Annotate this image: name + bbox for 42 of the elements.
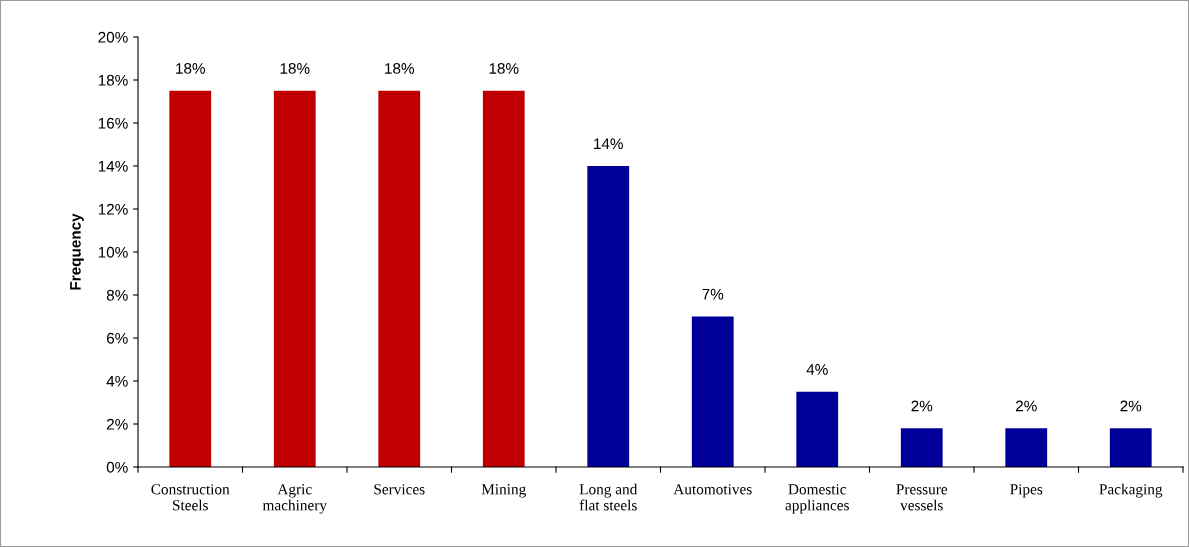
y-tick-label: 20% [98, 31, 128, 43]
y-tick-label: 14% [98, 160, 128, 172]
data-label: 7% [702, 288, 724, 300]
bar [482, 90, 525, 467]
x-tick-label: Long and flat steels [579, 483, 638, 511]
bar [378, 90, 421, 467]
data-label: 4% [806, 364, 828, 375]
bar [169, 90, 212, 467]
data-label: 18% [280, 63, 310, 74]
bar [796, 391, 839, 467]
y-tick-label: 4% [106, 375, 128, 387]
y-tick-label: 8% [106, 289, 128, 301]
data-label: 18% [385, 63, 414, 74]
x-tick-label: Automotives [673, 484, 752, 495]
bar [1109, 428, 1152, 467]
x-tick-label: Pipes [1010, 484, 1043, 498]
y-tick-label: 0% [106, 461, 128, 473]
data-label: 2% [1015, 400, 1037, 412]
y-tick-label: 12% [98, 203, 128, 215]
x-tick-label: Services [374, 484, 425, 495]
data-label: 2% [911, 400, 933, 412]
y-tick-label: 2% [106, 418, 128, 430]
x-tick-label: Domestic appliances [785, 484, 849, 514]
data-label: 18% [489, 63, 519, 74]
x-tick-label: Packaging [1099, 483, 1163, 498]
x-tick-label: Construction Steels [151, 484, 230, 511]
x-tick-label: Pressure vessels [896, 484, 948, 511]
x-tick-label: Mining [481, 484, 526, 498]
bar [900, 428, 943, 467]
data-label: 14% [594, 138, 623, 150]
y-axis-title: Frequency [70, 213, 84, 290]
y-tick-label: 10% [98, 246, 128, 258]
y-tick-label: 18% [98, 74, 128, 86]
bar [1005, 428, 1048, 467]
y-tick-label: 6% [106, 332, 128, 344]
y-tick-label: 16% [98, 117, 128, 129]
bar [273, 90, 316, 467]
bar [691, 316, 734, 467]
bar [587, 166, 630, 467]
data-label: 2% [1120, 400, 1142, 412]
x-tick-label: Agric machinery [262, 484, 327, 514]
data-label: 18% [176, 63, 205, 74]
